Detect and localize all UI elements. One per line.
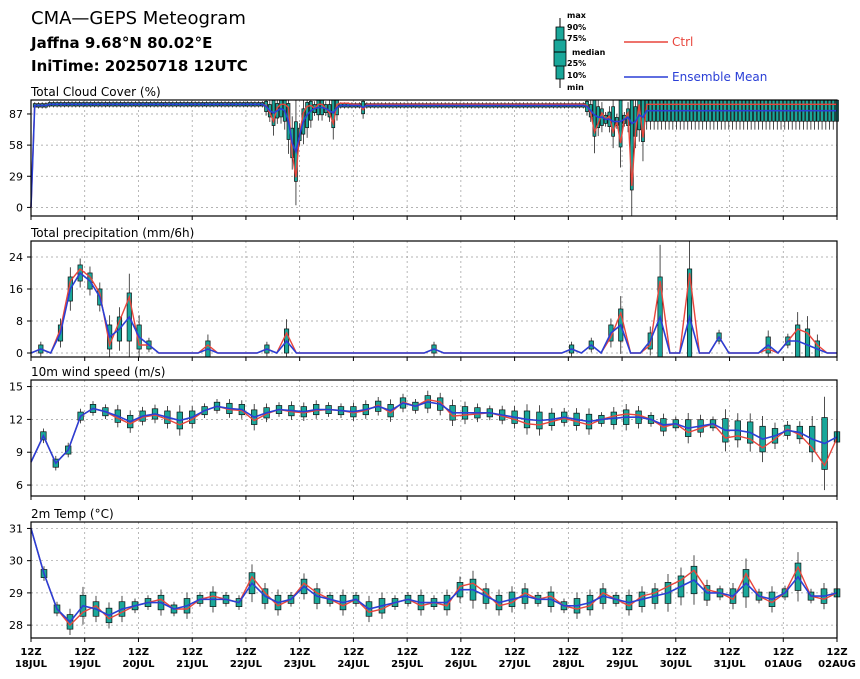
ensemble-mean-line: [30, 401, 838, 465]
ctrl-line: [30, 398, 838, 467]
box-legend-label: max: [567, 11, 587, 20]
panel-title: Total Cloud Cover (%): [30, 85, 161, 99]
x-tick-label-date: 31JUL: [713, 659, 746, 670]
x-tick-label-date: 24JUL: [337, 659, 370, 670]
x-tick-label-date: 27JUL: [499, 659, 532, 670]
x-tick-label-hour: 12Z: [289, 647, 310, 658]
y-tick-label: 12: [9, 413, 23, 426]
plot-frame: [30, 521, 838, 639]
x-tick-label-hour: 12Z: [182, 647, 203, 658]
box-legend-label: min: [567, 83, 584, 92]
y-tick-label: 9: [16, 446, 23, 459]
y-tick-label: 28: [9, 619, 23, 632]
init-time-label: IniTime: 20250718 12UTC: [31, 57, 248, 75]
x-tick-label-hour: 12Z: [450, 647, 471, 658]
plot-frame: [30, 99, 838, 217]
x-tick-label-hour: 12Z: [611, 647, 632, 658]
panels: 0 29 58 87 Total Cloud Cover (%) 0 8 16 24 Total …: [9, 85, 841, 642]
x-tick-label-date: 20JUL: [122, 659, 155, 670]
plot-area: [31, 380, 837, 496]
y-tick-label: 24: [9, 251, 23, 264]
plot-area: [31, 241, 837, 357]
panel-3: 28 29 30 31 2m Temp (°C): [9, 507, 841, 642]
location-label: Jaffna 9.68°N 80.02°E: [30, 34, 212, 52]
x-tick-label-date: 26JUL: [445, 659, 478, 670]
x-tick-label-hour: 12Z: [558, 647, 579, 658]
ensemble-mean-line: [30, 271, 837, 355]
x-tick-label-date: 01AUG: [764, 659, 802, 670]
box-legend-label: median: [572, 48, 606, 57]
x-axis-labels: 12Z18JUL12Z19JUL12Z20JUL12Z21JUL12Z22JUL…: [15, 647, 856, 670]
panel-title: Total precipitation (mm/6h): [30, 226, 194, 240]
box-legend-label: 10%: [567, 71, 586, 80]
legend-inner-box: [553, 39, 567, 67]
y-tick-label: 15: [9, 381, 23, 394]
y-tick-label: 31: [9, 522, 23, 535]
x-tick-label-date: 21JUL: [176, 659, 209, 670]
x-tick-label-date: 22JUL: [230, 659, 263, 670]
x-tick-label-date: 18JUL: [15, 659, 48, 670]
y-tick-label: 0: [16, 201, 23, 214]
ensemble-mean-line: [30, 528, 838, 624]
panel-title: 2m Temp (°C): [31, 507, 114, 521]
y-tick-label: 29: [9, 587, 23, 600]
panel-2: 6 9 12 15 10m wind speed (m/s): [9, 365, 841, 500]
legend-mean-label: Ensemble Mean: [672, 70, 767, 84]
x-tick-label-hour: 12Z: [665, 647, 686, 658]
x-tick-label-date: 02AUG: [818, 659, 856, 670]
x-tick-label-date: 23JUL: [284, 659, 317, 670]
x-tick-label-hour: 12Z: [397, 647, 418, 658]
plot-frame: [30, 379, 838, 497]
x-tick-label-hour: 12Z: [826, 647, 847, 658]
ensemble-mean-line: [30, 103, 837, 208]
panel-0: 0 29 58 87 Total Cloud Cover (%): [9, 85, 839, 220]
box-plot-legend: max 90% 75% median 25% 10% min: [553, 11, 606, 92]
y-tick-label: 16: [9, 283, 23, 296]
y-tick-label: 8: [16, 315, 23, 328]
legend-ctrl-label: Ctrl: [672, 35, 693, 49]
box-legend-label: 75%: [567, 34, 586, 43]
y-tick-label: 87: [9, 108, 23, 121]
x-tick-label-date: 25JUL: [391, 659, 424, 670]
box-legend-label: 90%: [567, 23, 586, 32]
y-tick-label: 6: [16, 479, 23, 492]
y-tick-label: 29: [9, 170, 23, 183]
x-tick-label-hour: 12Z: [719, 647, 740, 658]
line-legend: Ctrl Ensemble Mean: [624, 35, 767, 84]
header: CMA—GEPS Meteogram Jaffna 9.68°N 80.02°E…: [30, 8, 248, 75]
plot-frame: [30, 240, 838, 358]
box-legend-label: 25%: [567, 59, 586, 68]
y-tick-label: 30: [9, 555, 23, 568]
x-tick-label-date: 30JUL: [660, 659, 693, 670]
x-tick-label-hour: 12Z: [773, 647, 794, 658]
chart-title: CMA—GEPS Meteogram: [31, 8, 246, 29]
x-tick-label-hour: 12Z: [504, 647, 525, 658]
x-tick-label-hour: 12Z: [343, 647, 364, 658]
x-tick-label-hour: 12Z: [128, 647, 149, 658]
y-tick-label: 0: [16, 347, 23, 360]
y-tick-label: 58: [9, 139, 23, 152]
panel-title: 10m wind speed (m/s): [31, 365, 165, 379]
x-tick-label-date: 28JUL: [552, 659, 585, 670]
x-tick-label-date: 19JUL: [69, 659, 102, 670]
x-tick-label-hour: 12Z: [74, 647, 95, 658]
x-tick-label-date: 29JUL: [606, 659, 639, 670]
x-tick-label-hour: 12Z: [20, 647, 41, 658]
x-tick-label-hour: 12Z: [235, 647, 256, 658]
panel-1: 0 8 16 24 Total precipitation (mm/6h): [9, 226, 838, 361]
plot-area: [31, 522, 837, 638]
